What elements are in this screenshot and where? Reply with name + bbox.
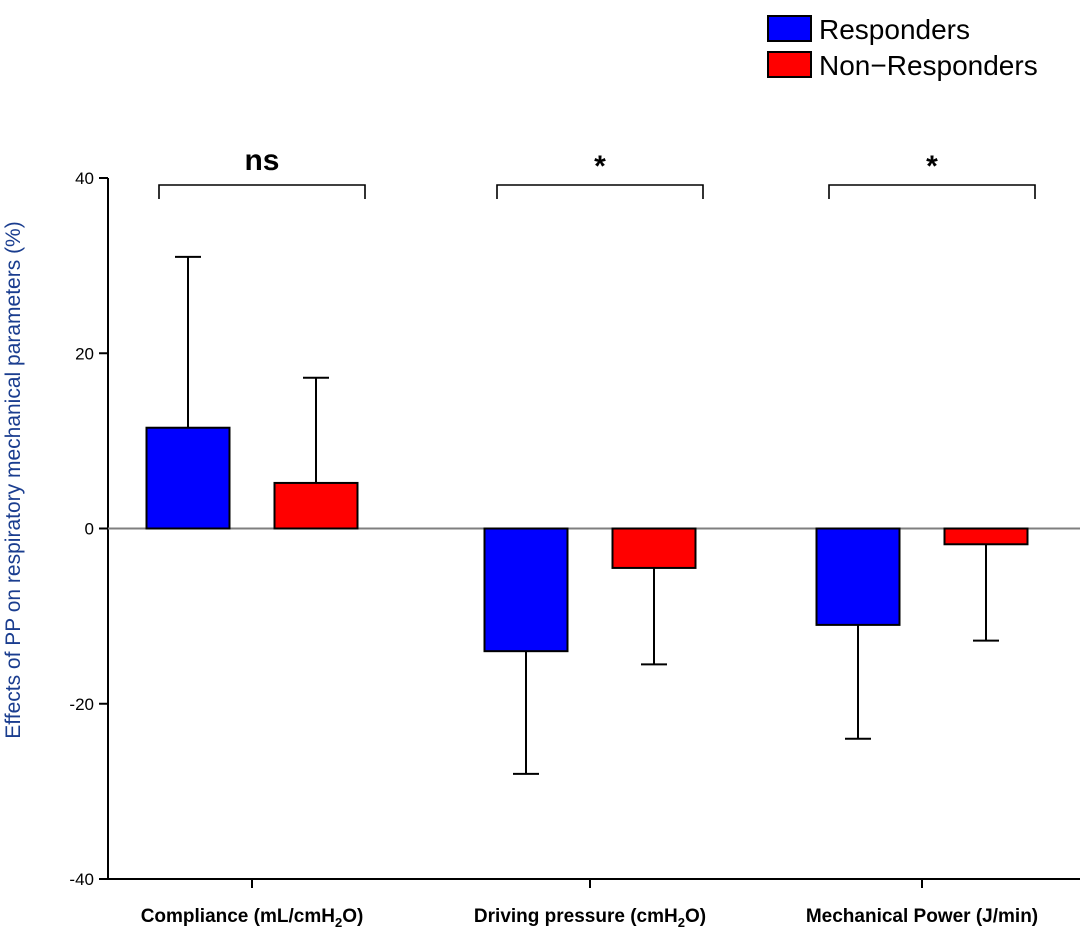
category-label: Compliance (mL/cmH2O) [141, 906, 364, 930]
bar-non-responders [611, 527, 697, 569]
y-tick-label: 0 [85, 520, 94, 539]
bar-responders [145, 426, 231, 530]
legend-label-responders: Responders [819, 14, 970, 45]
significance-label: * [926, 150, 938, 183]
bar-non-responders [273, 481, 359, 530]
significance-bracket [828, 184, 1036, 199]
significance-label: ns [244, 144, 279, 177]
legend-swatch-responders [767, 15, 812, 42]
legend-swatch-non-responders [767, 51, 812, 78]
y-tick-label: -20 [69, 695, 94, 714]
category-label: Driving pressure (cmH2O) [474, 906, 706, 930]
bar-non-responders [943, 527, 1029, 546]
significance-bracket [158, 184, 366, 199]
y-axis-label: Effects of PP on respiratory mechanical … [2, 221, 25, 738]
bar-responders [815, 527, 901, 626]
plot-area: 40 20 0 -20 -40 ns * * Compliance (mL/cmH2O) Driv… [69, 144, 1080, 930]
legend-label-non-responders: Non−Responders [819, 50, 1038, 81]
y-tick-label: 40 [75, 169, 94, 188]
category-label: Mechanical Power (J/min) [806, 906, 1038, 927]
significance-label: * [594, 150, 606, 183]
legend: Responders Non−Responders [767, 14, 1038, 81]
significance-bracket [496, 184, 704, 199]
y-tick-label: -40 [69, 870, 94, 889]
bar-responders [483, 527, 569, 653]
y-tick-label: 20 [75, 344, 94, 363]
